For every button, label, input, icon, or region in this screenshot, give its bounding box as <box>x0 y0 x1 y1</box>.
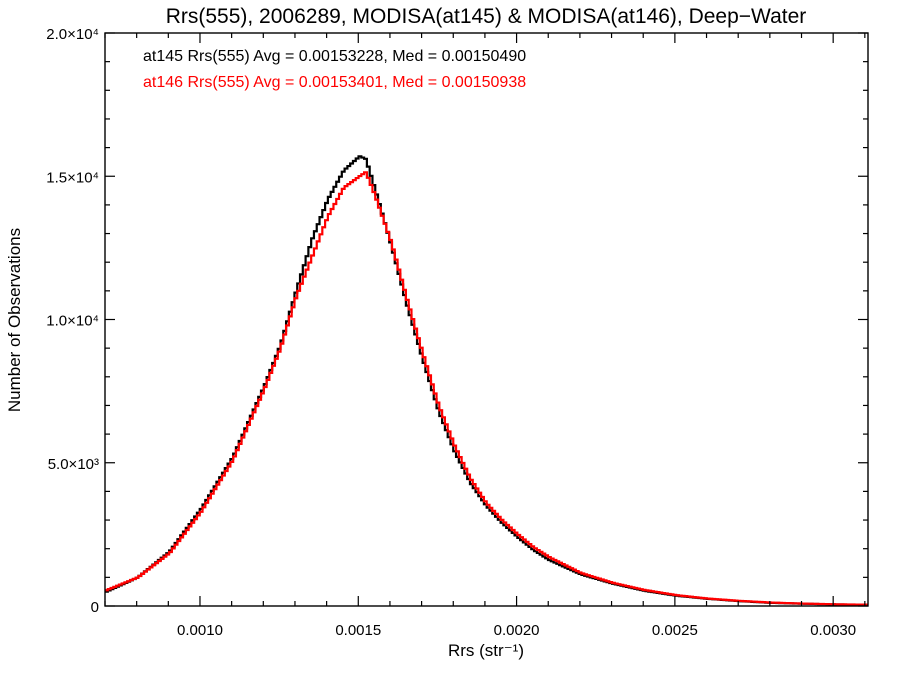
chart-title: Rrs(555), 2006289, MODISA(at145) & MODIS… <box>166 5 807 28</box>
x-tick-label: 0.0025 <box>652 622 698 639</box>
ticks-group: 0.0010 0.0015 0.0020 0.0025 0.0030 0 5.0×10³ 1.… <box>46 26 868 639</box>
y-tick-label: 2.0×10⁴ <box>46 26 99 43</box>
y-tick-label: 5.0×10³ <box>48 456 99 473</box>
x-tick-label: 0.0030 <box>810 622 856 639</box>
x-tick-label: 0.0015 <box>335 622 381 639</box>
series-line-1 <box>105 155 868 606</box>
annotation-1: at145 Rrs(555) Avg = 0.00153228, Med = 0… <box>143 48 526 65</box>
x-tick-label: 0.0010 <box>177 622 223 639</box>
annotation-2: at146 Rrs(555) Avg = 0.00153401, Med = 0… <box>143 74 526 91</box>
series-line-2 <box>105 171 868 606</box>
x-axis-label: Rrs (str⁻¹) <box>448 641 524 660</box>
plot-frame <box>104 32 869 607</box>
y-tick-label: 1.0×10⁴ <box>46 313 99 330</box>
x-tick-label: 0.0020 <box>494 622 540 639</box>
y-tick-label: 1.5×10⁴ <box>46 169 99 186</box>
y-axis-label: Number of Observations <box>5 228 24 412</box>
annotations: at145 Rrs(555) Avg = 0.00153228, Med = 0… <box>143 48 526 91</box>
y-tick-label: 0 <box>91 599 99 616</box>
series-group <box>105 155 868 606</box>
